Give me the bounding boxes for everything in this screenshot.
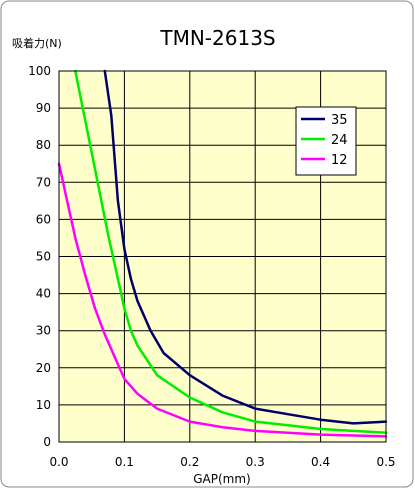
legend-label-24: 24 [331,133,348,148]
y-tick-label: 30 [36,324,51,338]
y-tick-label: 50 [36,250,51,264]
plot-border [58,70,387,443]
series-line-12 [57,162,388,438]
series-group [57,69,388,438]
chart-title: TMN-2613S [159,26,275,50]
legend-label-35: 35 [331,113,348,128]
y-tick-label: 100 [28,64,51,78]
legend: 35 24 12 [295,106,357,176]
series-line-35 [103,69,388,425]
x-tick-label: 0.2 [180,455,199,469]
y-tick-label: 90 [36,101,51,115]
y-axis-label: 吸着力(N) [12,36,62,50]
x-tick-label: 0.1 [115,455,134,469]
y-tick-label: 80 [36,138,51,152]
y-tick-label: 0 [43,435,51,449]
y-ticks: 0 10 20 30 40 50 60 70 80 90 100 [28,64,51,449]
y-tick-label: 40 [36,287,51,301]
series-line-24 [74,69,388,434]
y-tick-label: 70 [36,175,51,189]
x-tick-label: 0.4 [311,455,330,469]
x-tick-label: 0.5 [376,455,395,469]
y-tick-label: 60 [36,212,51,226]
x-ticks: 0.0 0.1 0.2 0.3 0.4 0.5 [49,455,395,469]
x-axis-label: GAP(mm) [193,472,251,486]
y-tick-label: 10 [36,398,51,412]
x-tick-label: 0.0 [49,455,68,469]
x-tick-label: 0.3 [246,455,265,469]
legend-label-12: 12 [331,153,348,168]
y-tick-label: 20 [36,361,51,375]
